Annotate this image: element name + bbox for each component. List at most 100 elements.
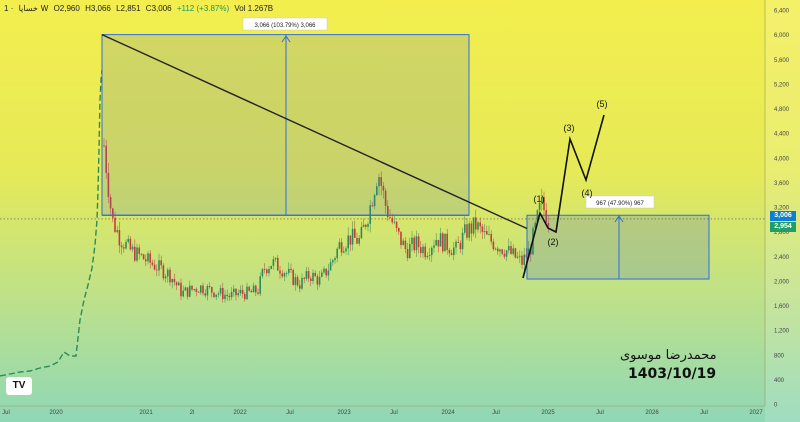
candle-body [140,253,143,255]
candle-body [378,177,380,187]
time-tick-label: Jul [700,410,708,416]
candle-body [543,197,545,211]
candle-body [105,145,107,174]
candle-body [325,268,327,276]
candle-body [147,253,149,262]
candle-body [292,270,294,285]
candle-body [453,247,455,256]
wave-label: (3) [564,123,575,133]
wave-label: (2) [548,237,559,247]
candle-body [233,288,235,293]
candle-body [501,249,503,254]
candle-body [340,242,343,253]
candle-body [428,255,431,257]
candle-body [384,190,387,206]
candle-body [466,224,468,238]
tradingview-logo[interactable]: TV [6,377,32,395]
candle-body [211,287,213,293]
price-tick-label: 5,600 [774,58,790,64]
candle-body [541,197,543,203]
candle-body [268,268,270,274]
candle-body [329,262,332,271]
candle-body [129,238,132,250]
candle-body [125,241,127,249]
candle-body [274,257,277,260]
candle-body [312,272,314,282]
candle-body [250,290,253,293]
candle-body [404,240,407,250]
candle-body [332,260,334,263]
candle-body [239,289,242,294]
candle-body [263,269,266,270]
candle-body [296,277,299,286]
candle-body [151,262,154,265]
candle-body [413,237,415,251]
low-value: L2,851 [116,4,141,13]
price-tick-label: 6,000 [774,33,790,39]
time-tick-label: Jul [596,410,604,416]
candle-body [138,247,140,254]
candle-body [142,254,145,260]
candle-body [305,271,308,279]
candle-body [508,246,510,251]
candle-body [235,288,237,296]
candle-body [169,269,171,283]
candle-body [162,265,165,279]
candle-body [448,249,451,254]
candle-body [380,177,382,186]
candle-body [488,233,490,235]
candle-body [523,254,525,265]
candle-body [277,257,279,271]
candle-body [131,246,134,250]
candle-body [303,277,305,279]
prev-price-badge: 2,954 [770,222,796,232]
candle-body [114,217,116,232]
candle-body [530,248,532,255]
close-value: C3,006 [145,4,172,13]
change-value: +112 (+3.87%) [176,4,230,13]
candle-body [424,246,426,258]
candle-body [202,285,204,294]
price-tick-label: 1,200 [774,329,790,335]
candle-body [103,145,105,147]
candle-body [525,254,528,258]
candle-body [228,295,231,298]
candle-body [365,224,367,227]
candle-body [527,248,530,258]
candle-body [459,242,462,250]
candle-body [272,259,275,266]
symbol-name[interactable]: خساپا [18,4,38,13]
candle-body [237,293,239,296]
candle-body [186,287,189,297]
time-tick-label: 2025 [541,410,555,416]
candle-body [248,286,250,291]
price-tick-label: 4,000 [774,156,790,162]
candle-body [246,286,248,300]
price-tick-label: 3,200 [774,206,790,212]
candle-body [534,222,536,229]
price-tick-label: 4,400 [774,132,790,138]
price-tick-label: 2,400 [774,255,790,261]
price-tick-label: 800 [774,353,785,359]
interval-label[interactable]: 1W [4,4,49,13]
candle-body [512,248,514,254]
measure-label-right-bg [585,195,655,209]
candle-body [175,282,178,286]
candle-body [123,247,125,249]
candle-body [514,248,517,258]
candle-body [547,222,550,227]
candle-body [206,286,209,296]
candle-body [457,241,459,243]
candle-body [415,236,418,251]
candle-body [422,246,424,254]
candle-body [519,255,521,257]
candle-body [455,241,457,248]
measure-box-right [526,214,710,280]
candle-body [431,247,433,256]
candle-body [486,231,488,235]
candle-body [257,292,259,294]
candle-body [426,256,429,258]
signature-date: 1403/10/19 [628,366,717,382]
